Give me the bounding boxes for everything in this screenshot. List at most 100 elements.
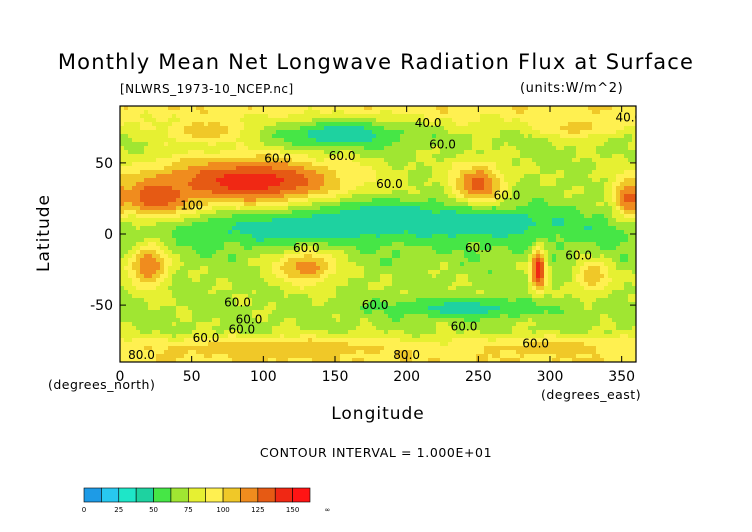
heatmap-cell (160, 234, 165, 239)
heatmap-cell (352, 306, 357, 311)
heatmap-cell (196, 222, 201, 227)
heatmap-cell (340, 126, 345, 131)
heatmap-cell (428, 186, 433, 191)
heatmap-cell (312, 134, 317, 139)
heatmap-cell (216, 306, 221, 311)
heatmap-cell (156, 258, 161, 263)
heatmap-cell (172, 246, 177, 251)
heatmap-cell (348, 190, 353, 195)
heatmap-cell (296, 282, 301, 287)
heatmap-cell (396, 218, 401, 223)
heatmap-cell (176, 166, 181, 171)
heatmap-cell (424, 114, 429, 119)
heatmap-cell (124, 158, 129, 163)
heatmap-cell (212, 130, 217, 135)
heatmap-cell (372, 266, 377, 271)
heatmap-cell (364, 150, 369, 155)
heatmap-cell (168, 250, 173, 255)
heatmap-cell (168, 270, 173, 275)
heatmap-cell (412, 246, 417, 251)
heatmap-cell (356, 290, 361, 295)
heatmap-cell (120, 106, 125, 111)
heatmap-cell (296, 138, 301, 143)
heatmap-cell (232, 174, 237, 179)
heatmap-cell (260, 206, 265, 211)
heatmap-cell (156, 154, 161, 159)
heatmap-cell (336, 338, 341, 343)
heatmap-cell (168, 262, 173, 267)
heatmap-cell (144, 298, 149, 303)
heatmap-cell (376, 238, 381, 243)
heatmap-cell (276, 202, 281, 207)
heatmap-cell (156, 194, 161, 199)
heatmap-cell (340, 158, 345, 163)
heatmap-cell (300, 282, 305, 287)
heatmap-cell (292, 110, 297, 115)
heatmap-cell (360, 230, 365, 235)
heatmap-cell (332, 354, 337, 359)
heatmap-cell (324, 106, 329, 111)
heatmap-cell (184, 198, 189, 203)
heatmap-cell (192, 274, 197, 279)
heatmap-cell (220, 270, 225, 275)
heatmap-cell (272, 262, 277, 267)
heatmap-cell (268, 306, 273, 311)
heatmap-cell (376, 306, 381, 311)
heatmap-cell (352, 298, 357, 303)
heatmap-cell (388, 334, 393, 339)
heatmap-cell (388, 214, 393, 219)
heatmap-cell (212, 230, 217, 235)
heatmap-cell (120, 134, 125, 139)
heatmap-cell (324, 314, 329, 319)
heatmap-cell (224, 206, 229, 211)
heatmap-cell (240, 234, 245, 239)
heatmap-cell (368, 238, 373, 243)
heatmap-cell (356, 302, 361, 307)
heatmap-cell (144, 246, 149, 251)
heatmap-cell (192, 342, 197, 347)
heatmap-cell (336, 118, 341, 123)
heatmap-cell (220, 154, 225, 159)
units-label: (units:W/m^2) (520, 81, 624, 96)
heatmap-cell (180, 250, 185, 255)
heatmap-cell (220, 242, 225, 247)
heatmap-cell (304, 306, 309, 311)
heatmap-cell (244, 302, 249, 307)
heatmap-cell (148, 182, 153, 187)
heatmap-cell (248, 178, 253, 183)
heatmap-cell (172, 310, 177, 315)
heatmap-cell (388, 150, 393, 155)
heatmap-cell (344, 130, 349, 135)
heatmap-cell (212, 142, 217, 147)
heatmap-cell (132, 130, 137, 135)
heatmap-cell (164, 278, 169, 283)
heatmap-cell (368, 294, 373, 299)
heatmap-cell (224, 166, 229, 171)
heatmap-cell (188, 106, 193, 111)
heatmap-cell (120, 242, 125, 247)
heatmap-cell (208, 142, 213, 147)
heatmap-cell (312, 114, 317, 119)
heatmap-cell (396, 274, 401, 279)
heatmap-cell (136, 314, 141, 319)
heatmap-cell (268, 238, 273, 243)
heatmap-cell (200, 106, 205, 111)
heatmap-cell (348, 326, 353, 331)
heatmap-cell (264, 290, 269, 295)
heatmap-cell (336, 150, 341, 155)
heatmap-cell (184, 258, 189, 263)
heatmap-cell (208, 266, 213, 271)
heatmap-cell (344, 122, 349, 127)
heatmap-cell (280, 218, 285, 223)
heatmap-cell (372, 350, 377, 355)
heatmap-cell (380, 270, 385, 275)
heatmap-cell (320, 110, 325, 115)
heatmap-cell (300, 190, 305, 195)
heatmap-cell (276, 170, 281, 175)
heatmap-cell (196, 254, 201, 259)
heatmap-cell (336, 154, 341, 159)
heatmap-cell (368, 194, 373, 199)
heatmap-cell (204, 354, 209, 359)
heatmap-cell (124, 322, 129, 327)
heatmap-cell (152, 330, 157, 335)
